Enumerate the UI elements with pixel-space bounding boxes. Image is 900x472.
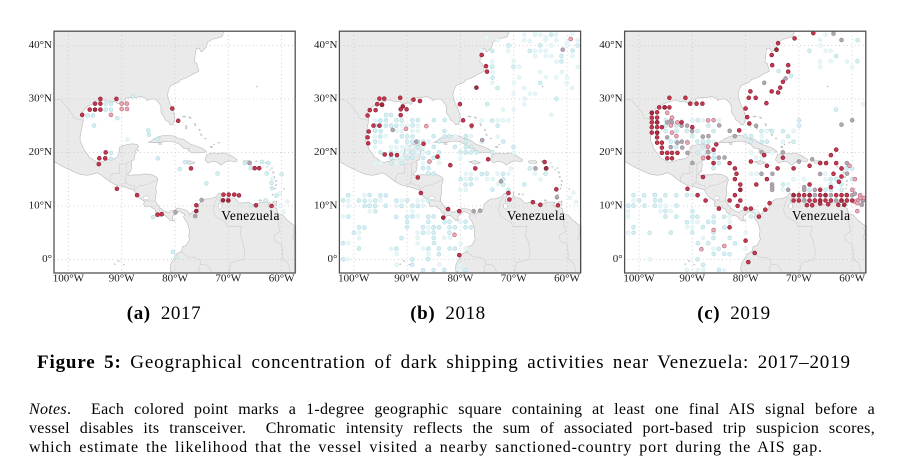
svg-text:80°W: 80°W <box>162 272 188 284</box>
svg-text:20°N: 20°N <box>29 146 52 158</box>
svg-text:100°W: 100°W <box>53 272 85 284</box>
svg-text:0°: 0° <box>613 253 623 265</box>
svg-text:70°W: 70°W <box>215 272 241 284</box>
svg-text:40°N: 40°N <box>599 39 622 51</box>
svg-text:10°N: 10°N <box>314 200 337 212</box>
svg-text:90°W: 90°W <box>109 272 135 284</box>
svg-text:10°N: 10°N <box>29 200 52 212</box>
svg-text:30°N: 30°N <box>29 93 52 105</box>
svg-text:80°W: 80°W <box>733 272 759 284</box>
svg-text:30°N: 30°N <box>599 93 622 105</box>
svg-text:80°W: 80°W <box>448 272 474 284</box>
svg-text:100°W: 100°W <box>623 272 655 284</box>
svg-text:10°N: 10°N <box>599 200 622 212</box>
svg-text:60°W: 60°W <box>839 272 865 284</box>
svg-text:90°W: 90°W <box>394 272 420 284</box>
svg-text:0°: 0° <box>327 253 337 265</box>
svg-text:70°W: 70°W <box>501 272 527 284</box>
svg-text:60°W: 60°W <box>554 272 580 284</box>
svg-text:70°W: 70°W <box>786 272 812 284</box>
svg-text:90°W: 90°W <box>679 272 705 284</box>
svg-text:0°: 0° <box>42 253 52 265</box>
svg-text:40°N: 40°N <box>29 39 52 51</box>
svg-text:60°W: 60°W <box>269 272 295 284</box>
svg-text:20°N: 20°N <box>599 146 622 158</box>
svg-text:40°N: 40°N <box>314 39 337 51</box>
svg-text:100°W: 100°W <box>338 272 370 284</box>
svg-text:20°N: 20°N <box>314 146 337 158</box>
svg-text:30°N: 30°N <box>314 93 337 105</box>
